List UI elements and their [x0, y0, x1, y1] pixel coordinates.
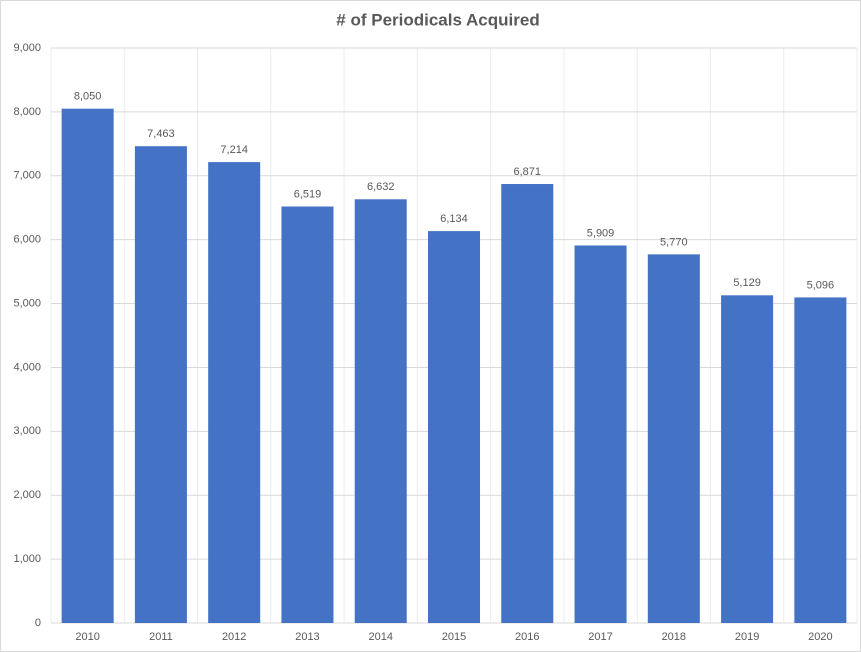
data-label: 6,519 — [294, 188, 322, 200]
bar — [794, 297, 847, 623]
y-tick-label: 2,000 — [13, 489, 41, 501]
x-tick-label: 2016 — [515, 631, 539, 643]
x-tick-label: 2010 — [75, 631, 99, 643]
bar — [134, 146, 187, 624]
y-tick-label: 5,000 — [13, 297, 41, 309]
bar — [208, 162, 261, 623]
data-label: 5,129 — [733, 277, 761, 289]
bar — [721, 295, 774, 623]
data-label: 6,871 — [514, 166, 542, 178]
data-label: 6,134 — [440, 213, 468, 225]
data-label: 7,214 — [220, 144, 248, 156]
x-tick-label: 2020 — [808, 631, 832, 643]
y-tick-label: 0 — [35, 617, 41, 629]
x-tick-label: 2011 — [149, 631, 173, 643]
bar — [427, 231, 481, 623]
x-tick-label: 2015 — [442, 631, 466, 643]
bar — [501, 184, 554, 623]
chart-title: # of Periodicals Acquired — [336, 10, 539, 29]
y-tick-label: 1,000 — [13, 553, 41, 565]
bar — [354, 199, 407, 624]
bar — [61, 108, 114, 623]
x-tick-label: 2017 — [588, 631, 612, 643]
x-tick-label: 2012 — [222, 631, 246, 643]
data-label: 6,632 — [367, 181, 395, 193]
y-tick-label: 7,000 — [13, 170, 41, 182]
x-tick-label: 2014 — [368, 631, 392, 643]
y-tick-label: 4,000 — [13, 361, 41, 373]
data-label: 7,463 — [147, 128, 175, 140]
x-tick-label: 2013 — [295, 631, 319, 643]
bar — [281, 206, 334, 623]
x-tick-label: 2019 — [735, 631, 759, 643]
bar — [647, 254, 700, 623]
bar — [574, 245, 627, 623]
y-tick-label: 3,000 — [13, 425, 41, 437]
data-label: 5,770 — [660, 236, 688, 248]
data-label: 5,909 — [587, 227, 615, 239]
y-tick-label: 6,000 — [13, 234, 41, 246]
y-tick-label: 9,000 — [13, 42, 41, 54]
x-tick-label: 2018 — [662, 631, 686, 643]
data-label: 8,050 — [74, 91, 102, 103]
y-tick-label: 8,000 — [13, 106, 41, 118]
data-label: 5,096 — [807, 279, 835, 291]
